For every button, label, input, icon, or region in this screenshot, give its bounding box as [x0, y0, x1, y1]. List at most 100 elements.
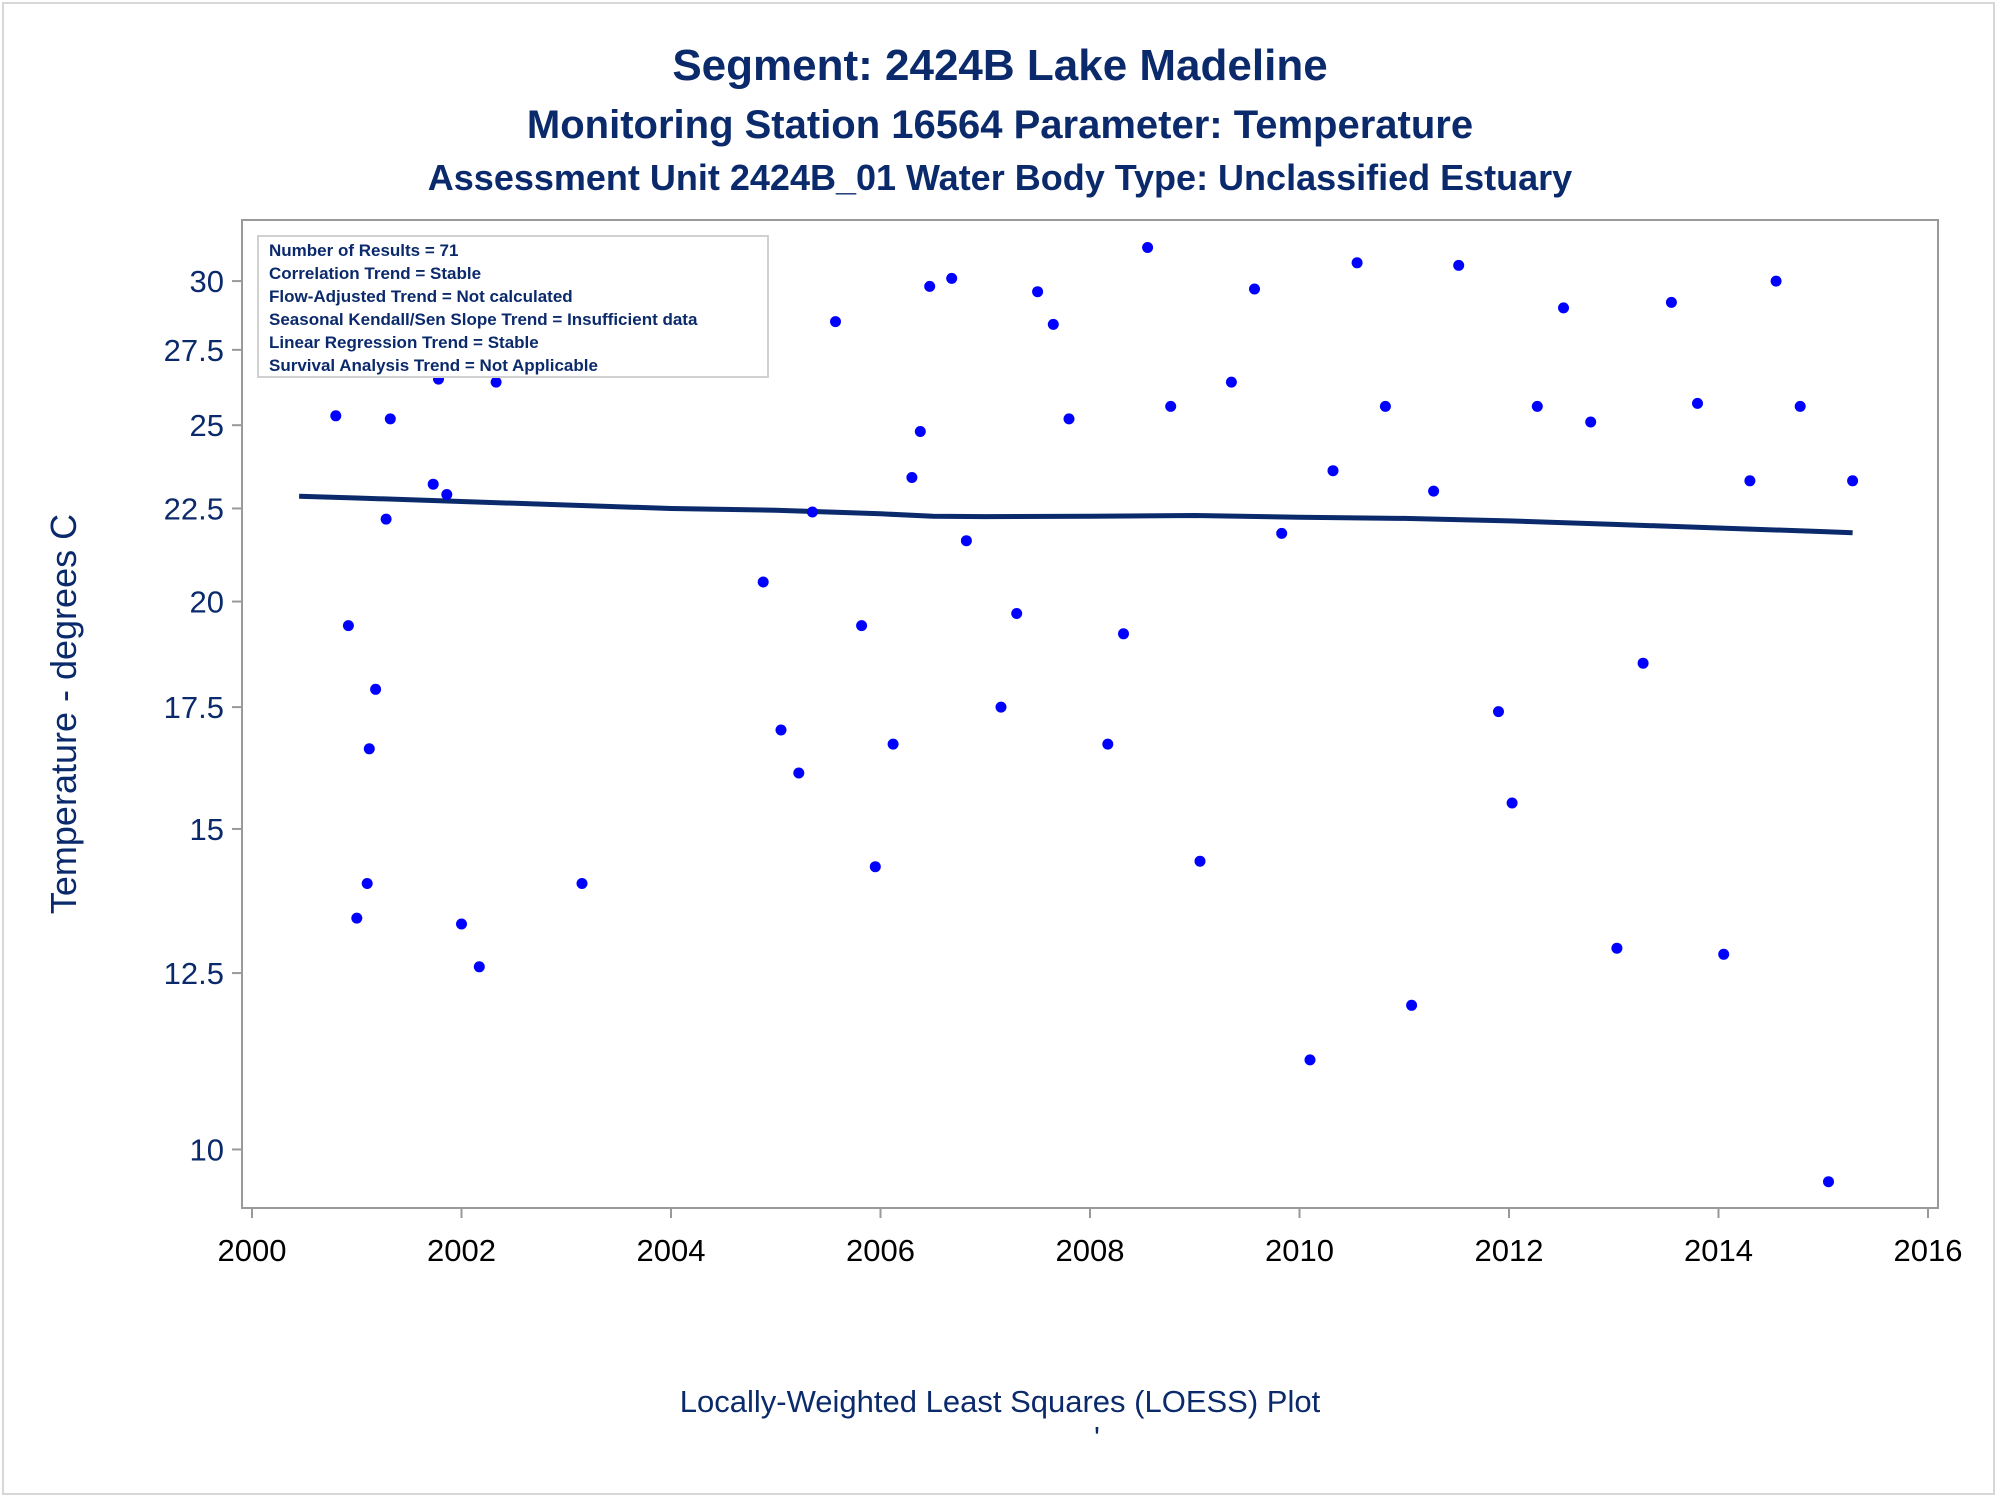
data-point — [995, 701, 1007, 713]
data-point — [1637, 657, 1649, 669]
annotation-line: Survival Analysis Trend = Not Applicable — [269, 356, 598, 375]
x-axis: 2000 2002 2004 2006 2008 2010 2012 2014 2016 — [218, 1208, 1963, 1268]
footnote-mark: ' — [1094, 1420, 1100, 1455]
y-tick-label: 27.5 — [164, 333, 224, 368]
data-point — [576, 878, 588, 889]
annotation-line: Seasonal Kendall/Sen Slope Trend = Insuf… — [269, 310, 698, 329]
data-point — [1744, 475, 1756, 487]
annotation-line: Flow-Adjusted Trend = Not calculated — [269, 287, 573, 306]
y-tick-label: 22.5 — [164, 491, 224, 526]
data-point — [1665, 296, 1677, 308]
data-point — [830, 316, 841, 328]
data-point — [1794, 400, 1806, 412]
data-point — [775, 724, 787, 736]
data-point — [1102, 738, 1114, 750]
data-point — [1249, 283, 1260, 295]
data-point — [757, 576, 769, 588]
data-point — [1118, 628, 1129, 640]
data-point — [1304, 1054, 1316, 1066]
data-point — [1847, 475, 1859, 487]
data-point — [960, 535, 972, 547]
y-tick-label: 25 — [190, 408, 224, 443]
data-point — [490, 376, 502, 388]
y-axis-label: Temperature - degrees C — [43, 514, 84, 914]
data-point — [1585, 416, 1597, 428]
data-point — [1011, 608, 1023, 619]
x-tick-label: 2016 — [1894, 1233, 1963, 1268]
data-point — [1351, 257, 1363, 269]
data-point — [906, 472, 918, 483]
data-point — [342, 620, 354, 632]
data-point — [856, 620, 868, 632]
data-point — [1032, 286, 1044, 298]
data-point — [806, 506, 818, 518]
chart-title: Segment: 2424B Lake Madeline — [672, 41, 1327, 90]
data-point — [1194, 855, 1206, 867]
data-points — [293, 242, 1859, 1188]
x-tick-label: 2010 — [1265, 1233, 1334, 1268]
data-point — [887, 738, 899, 750]
annotation-line: Correlation Trend = Stable — [269, 264, 481, 283]
data-point — [1558, 302, 1569, 314]
footnote: Locally-Weighted Least Squares (LOESS) P… — [680, 1384, 1321, 1419]
x-tick-label: 2004 — [637, 1233, 706, 1268]
annotation-line: Number of Results = 71 — [269, 241, 458, 260]
y-tick-label: 30 — [190, 264, 224, 299]
y-tick-label: 17.5 — [164, 690, 224, 725]
trend-line — [299, 493, 1853, 536]
data-point — [1823, 1176, 1834, 1188]
x-tick-label: 2000 — [218, 1233, 287, 1268]
data-point — [1493, 706, 1504, 718]
chart-subtitle-2: Assessment Unit 2424B_01 Water Body Type… — [428, 157, 1572, 198]
data-point — [456, 918, 467, 930]
y-tick-label: 12.5 — [164, 956, 224, 991]
loess-trend-line — [299, 493, 1853, 536]
data-point — [1327, 465, 1339, 477]
x-tick-label: 2008 — [1056, 1233, 1125, 1268]
annotation-line: Linear Regression Trend = Stable — [269, 333, 539, 352]
y-tick-label: 15 — [190, 812, 224, 847]
x-tick-label: 2002 — [427, 1233, 496, 1268]
data-point — [384, 413, 396, 425]
annotation-box-frame — [257, 235, 769, 378]
data-point — [363, 743, 375, 755]
data-point — [1063, 413, 1075, 425]
data-point — [924, 280, 936, 292]
data-point — [1531, 400, 1543, 412]
data-point — [351, 912, 363, 924]
data-point — [793, 767, 805, 779]
y-axis: 10 12.5 15 17.5 20 22.5 25 27.5 30 — [164, 264, 242, 1167]
data-point — [1428, 485, 1440, 497]
data-point — [1611, 942, 1623, 954]
data-point — [441, 489, 453, 500]
data-point — [1276, 527, 1288, 539]
data-point — [370, 683, 382, 695]
data-point — [1047, 318, 1059, 330]
data-point — [1770, 275, 1782, 287]
data-point — [1453, 259, 1465, 271]
x-tick-label: 2006 — [846, 1233, 915, 1268]
data-point — [427, 478, 439, 490]
data-point — [869, 861, 881, 873]
x-tick-label: 2012 — [1475, 1233, 1544, 1268]
data-point — [1506, 797, 1518, 809]
data-point — [330, 410, 342, 422]
data-point — [914, 426, 926, 437]
data-point — [1692, 397, 1703, 409]
chart-subtitle: Monitoring Station 16564 Parameter: Temp… — [527, 103, 1473, 147]
data-point — [1718, 948, 1730, 960]
annotation-box: Number of Results = 71 Correlation Trend … — [257, 235, 769, 378]
x-tick-label: 2014 — [1684, 1233, 1753, 1268]
data-point — [473, 961, 485, 973]
data-point — [361, 878, 373, 889]
data-point — [1225, 376, 1237, 388]
data-point — [946, 272, 958, 284]
data-point — [1165, 400, 1177, 412]
y-tick-label: 10 — [190, 1132, 224, 1167]
y-tick-label: 20 — [190, 585, 224, 620]
data-point — [1379, 400, 1391, 412]
data-point — [1142, 242, 1154, 253]
data-point — [380, 513, 392, 525]
